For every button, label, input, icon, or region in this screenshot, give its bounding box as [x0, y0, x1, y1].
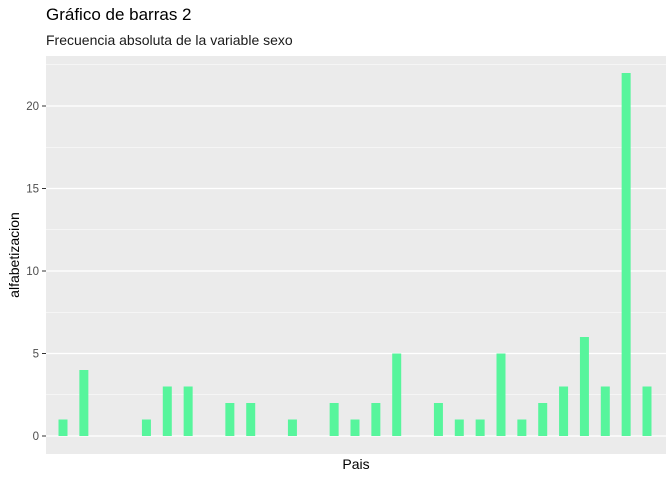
bar [225, 403, 235, 436]
plot-panel [46, 56, 666, 454]
bar [183, 386, 193, 436]
x-axis-label: Pais [342, 456, 370, 472]
bars [58, 73, 652, 436]
bar [433, 403, 443, 436]
y-axis-ticks: 0 5 10 15 20 [26, 101, 46, 443]
bar [287, 419, 297, 436]
bar [496, 353, 506, 436]
bar [162, 386, 172, 436]
bar [246, 403, 256, 436]
y-tick-label: 15 [26, 184, 39, 196]
bar [392, 353, 402, 436]
bar [454, 419, 464, 436]
bar [517, 419, 527, 436]
bar [329, 403, 339, 436]
bar [141, 419, 151, 436]
chart-subtitle: Frecuencia absoluta de la variable sexo [46, 32, 293, 48]
y-tick-label: 20 [26, 101, 39, 113]
bar [538, 403, 548, 436]
bar [600, 386, 610, 436]
y-tick-label: 10 [26, 266, 39, 278]
bar [559, 386, 569, 436]
bar [58, 419, 68, 436]
y-axis-label: alfabetizacion [6, 212, 22, 298]
y-tick-label: 0 [33, 431, 39, 443]
bar [579, 337, 589, 436]
bar [350, 419, 360, 436]
y-tick-label: 5 [33, 349, 39, 361]
bar [79, 370, 89, 436]
chart-title: Gráfico de barras 2 [46, 5, 192, 24]
bar [475, 419, 485, 436]
bar [621, 73, 631, 436]
bar [371, 403, 381, 436]
bar [642, 386, 652, 436]
